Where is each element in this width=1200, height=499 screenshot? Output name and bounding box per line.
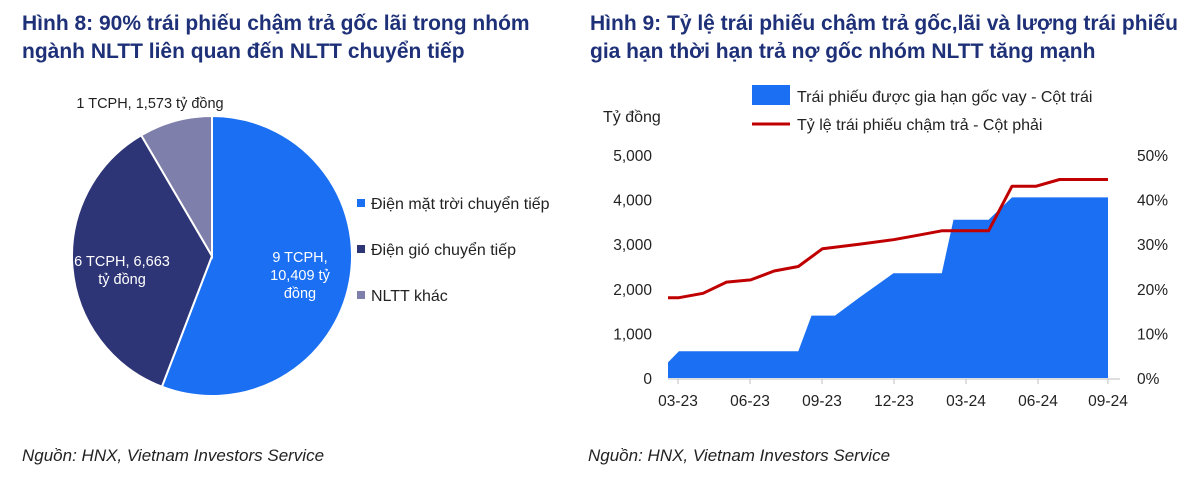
pie-data-label: 1 TCPH, 1,573 tỷ đồng	[76, 96, 223, 112]
legend-marker-gia-han	[752, 85, 790, 105]
y-right-tick-label: 0%	[1137, 371, 1160, 388]
y-right-tick-label: 50%	[1137, 148, 1168, 165]
x-tick-label: 03-23	[658, 393, 698, 410]
x-tick-label: 09-23	[802, 393, 842, 410]
legend-label-cham-tra: Tỷ lệ trái phiếu chậm trả - Cột phải	[797, 117, 1042, 134]
legend-marker-nltt-khac	[357, 291, 365, 299]
x-tick-label: 03-24	[946, 393, 986, 410]
series-area-gia-han	[668, 197, 1108, 378]
y-left-axis-title: Tỷ đồng	[603, 109, 661, 126]
y-right-tick-label: 30%	[1137, 237, 1168, 254]
legend-marker-dien-gio-chuyen-tiep	[357, 245, 365, 253]
pie-chart: 9 TCPH, 10,409 tỷ đồng 6 TCPH, 6,663 tỷ đồng…	[71, 96, 550, 397]
legend-label-dien-mat-troi-chuyen-tiep: Điện mặt trời chuyển tiếp	[371, 195, 550, 213]
y-left-tick-label: 4,000	[613, 193, 652, 210]
right-chart-title: Hình 9: Tỷ lệ trái phiếu chậm trả gốc,lã…	[590, 12, 1178, 63]
legend-label-dien-gio-chuyen-tiep: Điện gió chuyển tiếp	[371, 241, 516, 259]
legend-marker-dien-mat-troi-chuyen-tiep	[357, 199, 365, 207]
x-tick-label: 09-24	[1088, 393, 1128, 410]
y-left-tick-label: 0	[643, 371, 652, 388]
x-tick-label: 06-24	[1018, 393, 1058, 410]
legend-label-gia-han: Trái phiếu được gia hạn gốc vay - Cột tr…	[797, 89, 1092, 106]
combo-chart: 03-23 06-23 09-23 12-23 03-24 06-24 09-24 5,000…	[603, 85, 1168, 410]
series-line-ty-le-cham-tra	[668, 178, 1108, 300]
y-left-tick-label: 2,000	[613, 282, 652, 299]
pie-data-label: 6 TCPH, 6,663 tỷ đồng	[74, 254, 170, 288]
y-right-tick-label: 20%	[1137, 282, 1168, 299]
y-right-tick-label: 10%	[1137, 326, 1168, 343]
y-left-tick-label: 5,000	[613, 148, 652, 165]
pie-slice-dien-mat-troi-chuyen-tiep	[160, 114, 353, 397]
x-tick-label: 06-23	[730, 393, 770, 410]
right-source-note: Nguồn: HNX, Vietnam Investors Service	[588, 446, 891, 465]
x-tick-label: 12-23	[874, 393, 914, 410]
pie-slice-nltt-khac	[139, 114, 213, 260]
left-source-note: Nguồn: HNX, Vietnam Investors Service	[22, 446, 325, 465]
pie-data-label: 9 TCPH, 10,409 tỷ đồng	[270, 250, 330, 302]
y-left-tick-label: 1,000	[613, 326, 652, 343]
y-right-tick-label: 40%	[1137, 193, 1168, 210]
y-left-tick-label: 3,000	[613, 237, 652, 254]
left-chart-title: Hình 8: 90% trái phiếu chậm trả gốc lãi …	[22, 12, 530, 63]
legend-label-nltt-khac: NLTT khác	[371, 288, 448, 305]
